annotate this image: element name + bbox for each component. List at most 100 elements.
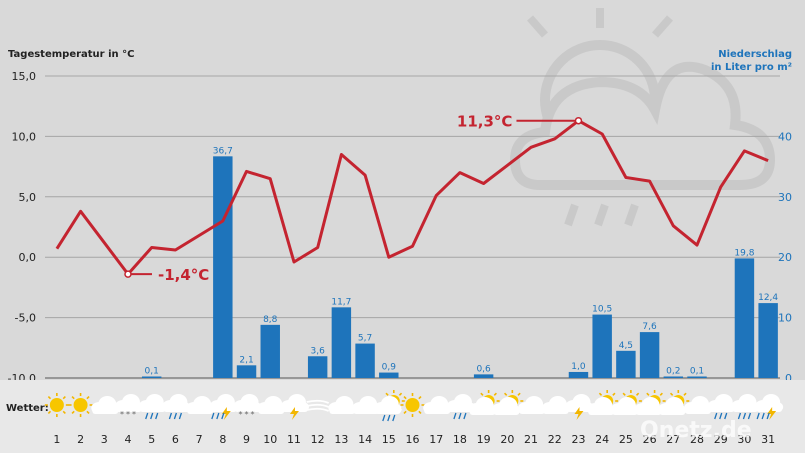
watermark-logo: Onetz.de [640,418,752,443]
precipitation-bar [473,374,494,378]
day-label: 24 [595,433,609,446]
cloud-icon [423,396,452,414]
cloud-icon [186,396,215,414]
precipitation-bar [307,356,328,378]
right-tick-label: 10 [778,312,792,325]
temperature-series-line [55,119,769,276]
precipitation-label: 12,4 [758,293,778,303]
weather-strip [0,380,805,453]
sun-icon [44,393,69,417]
day-label: 10 [263,433,277,446]
annotation-marker [124,270,132,278]
left-axis-title: Tagestemperatur in °C [8,49,134,60]
day-label: 29 [714,433,728,446]
day-label: 30 [737,433,751,446]
right-tick-label: 30 [778,191,792,204]
sun-cloud-icon [610,390,642,415]
precipitation-label: 7,6 [642,322,657,332]
day-label: 25 [619,433,633,446]
snow-cloud-icon: * * * [233,394,262,419]
sun-cloud-icon [658,390,690,415]
day-label: 13 [334,433,348,446]
day-label: 9 [243,433,250,446]
precipitation-bar [236,365,257,378]
rain-cloud-icon [138,394,167,420]
cloud-icon [91,396,120,414]
precipitation-label: 0,9 [382,363,397,373]
day-label: 8 [219,433,226,446]
svg-text:*: * [120,410,124,419]
precipitation-bar [616,350,636,378]
day-label: 28 [690,433,704,446]
precipitation-bar [592,314,612,378]
day-label: 15 [382,433,396,446]
cloud-icon [257,396,286,414]
precipitation-bar [331,307,352,378]
day-label: 18 [453,433,467,446]
thunder-icon [280,394,309,420]
precipitation-label: 8,8 [263,315,278,325]
precipitation-label: 36,7 [213,146,233,156]
precipitation-label: 19,8 [734,248,754,258]
day-label: 20 [500,433,514,446]
precipitation-label: 10,5 [592,305,612,315]
cloud-icon [684,396,713,414]
precipitation-bar [568,371,589,378]
day-label: 5 [148,433,155,446]
day-label: 7 [196,433,203,446]
day-label: 3 [101,433,108,446]
precipitation-bar [687,376,707,378]
rain-cloud-icon [731,394,760,420]
right-axis-ticks: 40 30 20 10 0 [778,130,792,385]
precipitation-bar [141,376,162,378]
day-label: 21 [524,433,538,446]
day-label: 2 [77,433,84,446]
left-tick-label: 15,0 [12,70,37,83]
svg-text:*: * [126,410,130,419]
precipitation-label: 0,1 [145,367,159,377]
annotation-marker [574,116,583,125]
sun-cloud-rain-icon [373,390,405,422]
precipitation-bar [260,324,280,378]
day-label: 23 [571,433,585,446]
precipitation-label: 2,1 [239,355,253,365]
precipitation-label: 11,7 [331,297,351,307]
thunder-rain-icon [755,394,784,420]
precipitation-label: 4,5 [619,341,633,351]
sun-cloud-icon [468,390,500,415]
day-label: 12 [311,433,325,446]
sun-cloud-icon [587,390,619,415]
day-label: 19 [477,433,491,446]
left-tick-label: 0,0 [19,251,37,264]
day-label: 4 [124,433,131,446]
svg-text:*: * [251,410,255,419]
precipitation-bar [355,343,375,378]
background-cloud-icon [509,8,776,227]
thunder-rain-icon [209,394,238,420]
precipitation-label: 1,0 [571,362,586,372]
precipitation-label: 0,1 [690,367,704,377]
right-tick-label: 40 [778,130,792,143]
day-label: 27 [666,433,680,446]
day-label: 6 [172,433,179,446]
day-label: 31 [761,433,775,446]
left-tick-label: 10,0 [12,130,37,143]
svg-text:*: * [245,410,249,419]
left-axis-ticks: 15,010,05,00,0-5,0-10,0 [8,70,36,385]
weather-icons: * * * * * * [44,390,784,422]
precipitation-label: 0,2 [666,367,680,377]
precipitation-label: 3,6 [310,346,325,356]
day-label: 16 [406,433,420,446]
right-tick-label: 0 [785,372,792,385]
left-tick-label: 5,0 [19,191,37,204]
precipitation-bar [379,372,399,378]
day-label: 17 [429,433,443,446]
day-label: 22 [548,433,562,446]
day-labels: 1 2 3 4 5 6 7 8 9 10 11 12 13 14 15 16 17 18 19 20 21 22 23 24 2… [53,433,775,446]
day-label: 14 [358,433,372,446]
precipitation-bar [758,303,778,378]
day-label: 1 [53,433,60,446]
cloud-icon [541,396,570,414]
svg-text:*: * [132,410,136,419]
